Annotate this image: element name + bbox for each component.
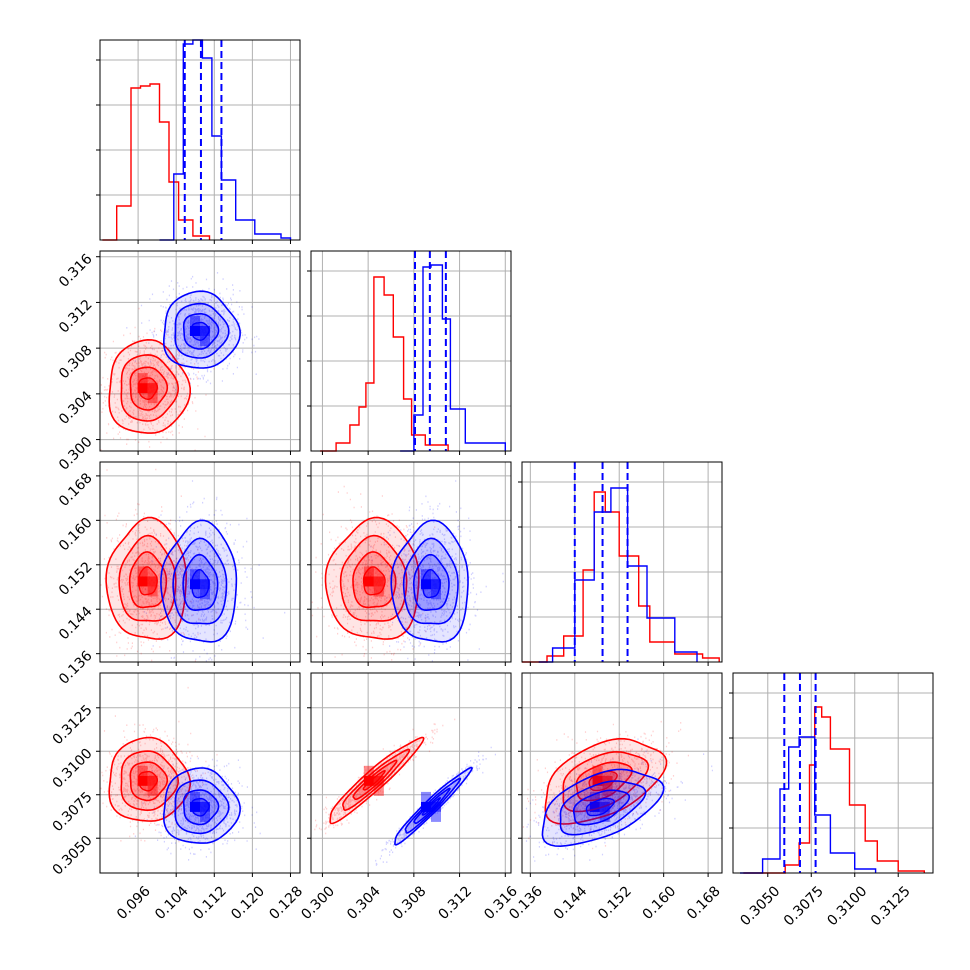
blue-density-cell	[200, 589, 210, 600]
density-cells	[137, 316, 613, 822]
red-density-cell	[147, 576, 158, 587]
blue-contour	[190, 321, 210, 341]
blue-density-cell	[190, 316, 200, 326]
blue-density-cell	[200, 801, 210, 812]
red-contour	[108, 338, 191, 434]
panel-frame	[310, 672, 512, 874]
blue-contour	[404, 777, 462, 834]
red-contour	[129, 761, 169, 802]
quantile-lines	[183, 40, 817, 873]
blue-contour	[585, 797, 615, 817]
red-density-cell	[137, 383, 148, 394]
red-density-cell	[373, 586, 384, 597]
red-density-cell	[373, 576, 384, 587]
red-density-cell	[137, 373, 148, 384]
red-density-cell	[137, 775, 148, 786]
panel-frames	[99, 39, 934, 874]
red-density-cell	[137, 576, 148, 587]
blue-contour	[182, 553, 219, 612]
red-contour	[108, 736, 191, 822]
blue-density-cell	[190, 569, 200, 580]
red-histogram	[320, 276, 449, 452]
red-density-cell	[137, 566, 148, 577]
red-contour	[137, 770, 158, 792]
blue-density-cell	[190, 326, 200, 336]
blue-contour	[162, 290, 241, 369]
tick-marks	[96, 59, 899, 877]
red-density-cell	[592, 765, 603, 776]
panel-frame	[521, 672, 723, 874]
red-contour	[362, 566, 386, 596]
panel-frame	[310, 461, 512, 663]
blue-histogram	[740, 736, 877, 874]
panel-frame	[99, 461, 301, 663]
gridlines	[100, 40, 933, 873]
blue-density-cell	[190, 579, 200, 590]
red-density-cell	[363, 566, 374, 577]
panel-frame	[99, 250, 301, 452]
panel-frame	[521, 461, 723, 663]
blue-contour	[190, 797, 210, 817]
panel-frame	[99, 672, 301, 874]
blue-contour	[559, 780, 647, 836]
red-density-cell	[373, 775, 384, 786]
red-density-cell	[147, 393, 158, 404]
panel-frame	[310, 250, 512, 452]
blue-contour	[162, 767, 241, 844]
blue-density-cell	[200, 326, 210, 336]
blue-density-cell	[200, 579, 210, 590]
red-density-cell	[147, 586, 158, 597]
red-contour	[138, 566, 158, 596]
red-histogram	[522, 491, 720, 663]
red-contour	[105, 516, 188, 640]
blue-density-cell	[200, 336, 210, 346]
blue-density-cell	[599, 811, 610, 822]
blue-contour	[421, 569, 441, 599]
blue-density-cell	[421, 791, 431, 802]
blue-density-cell	[589, 791, 600, 802]
blue-contour	[390, 519, 469, 643]
blue-contour	[182, 313, 220, 350]
red-density-cell	[592, 775, 603, 786]
red-histogram	[102, 83, 211, 241]
red-contour	[352, 551, 397, 609]
blue-contour	[182, 789, 220, 826]
blue-contour	[160, 519, 238, 643]
blue-density-cell	[190, 791, 200, 802]
blue-density-cell	[190, 801, 200, 812]
red-contour	[129, 366, 169, 411]
red-density-cell	[137, 765, 148, 776]
red-density-cell	[363, 775, 374, 786]
red-contour	[137, 377, 158, 400]
blue-density-cell	[421, 569, 431, 580]
blue-histogram	[538, 487, 698, 663]
red-density-cell	[147, 785, 158, 796]
blue-density-cell	[431, 811, 441, 822]
blue-contour	[421, 797, 442, 816]
blue-density-cell	[421, 579, 431, 590]
blue-density-cell	[589, 801, 600, 812]
red-contour	[342, 748, 411, 812]
red-density-cell	[602, 775, 613, 786]
red-density-cell	[147, 775, 158, 786]
red-density-cell	[363, 576, 374, 587]
blue-histogram	[159, 39, 292, 241]
red-density-cell	[373, 785, 384, 796]
blue-contour	[191, 569, 210, 599]
red-density-cell	[147, 383, 158, 394]
red-contour	[362, 770, 386, 791]
contour-lines	[105, 290, 668, 848]
blue-density-cell	[431, 589, 441, 600]
blue-contour	[413, 553, 450, 612]
blue-contour	[541, 768, 665, 848]
blue-contour	[572, 789, 631, 826]
blue-density-cell	[431, 579, 441, 590]
panel-frame	[732, 672, 934, 874]
panel-frame	[99, 39, 301, 241]
red-scatter	[100, 686, 218, 843]
blue-density-cell	[200, 811, 210, 822]
blue-histogram	[400, 264, 506, 452]
